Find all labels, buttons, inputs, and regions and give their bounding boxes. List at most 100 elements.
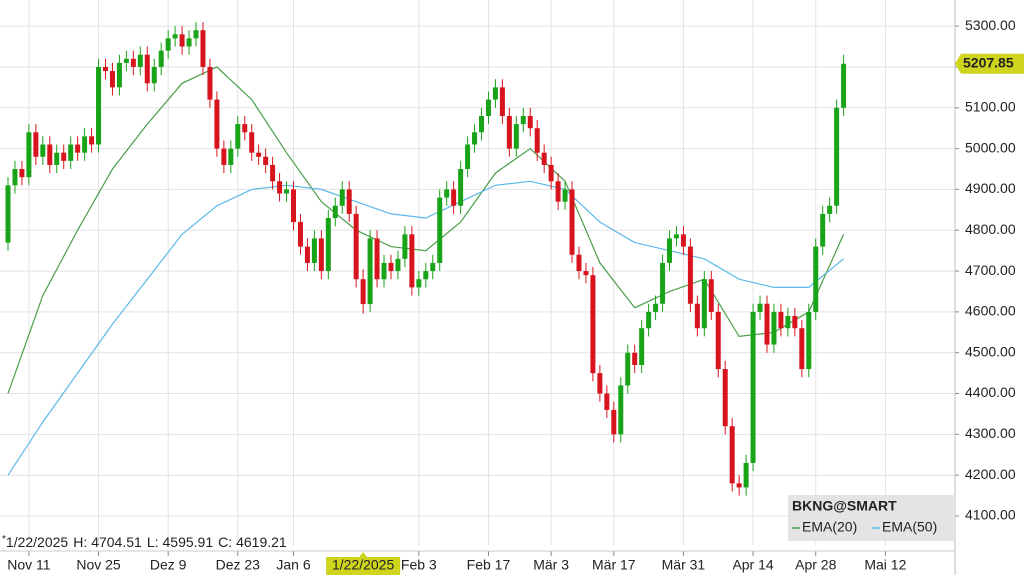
candle-body [47, 144, 53, 165]
candle-body [785, 315, 791, 329]
candle-body [736, 483, 742, 488]
candle-body [653, 303, 659, 312]
candle-body [40, 144, 46, 157]
candle-body [834, 107, 840, 206]
x-tick-label: Dez 23 [216, 557, 261, 573]
candle-body [409, 234, 415, 288]
y-tick-label: 4300.00 [965, 425, 1016, 441]
info-high: 4704.51 [91, 534, 142, 550]
candle-body [715, 311, 721, 370]
x-tick-label: Mär 3 [533, 557, 569, 573]
candle-body [541, 152, 547, 165]
y-tick-label: 4400.00 [965, 384, 1016, 400]
candle-body [632, 352, 638, 365]
candle-body [778, 311, 784, 329]
candle-body [673, 234, 679, 239]
y-tick-label: 5100.00 [965, 98, 1016, 114]
candle-body [660, 262, 666, 304]
candle-body [423, 271, 429, 280]
candle-body [841, 63, 847, 108]
candle-body [444, 189, 450, 198]
candle-body [96, 66, 102, 145]
x-tick-label: Feb 3 [401, 557, 437, 573]
candle-body [458, 169, 464, 206]
candle-body [61, 152, 67, 161]
candle-body [193, 30, 199, 39]
candle-body [200, 30, 206, 67]
candle-body [813, 246, 819, 312]
ohlc-info: *1/22/2025 H: 4704.51 L: 4595.91 C: 4619.21 [2, 534, 287, 550]
candle-body [395, 258, 401, 272]
candle-body [130, 58, 136, 67]
info-prefix: * [2, 534, 6, 545]
y-tick-label: 4700.00 [965, 262, 1016, 278]
candle-body [54, 152, 60, 165]
candle-body [492, 87, 498, 100]
candle-body [555, 181, 561, 202]
candle-body [590, 275, 596, 374]
cursor-date-badge [326, 557, 401, 575]
candle-body [360, 279, 366, 305]
candle-body [353, 213, 359, 280]
x-tick-label: Nov 11 [7, 557, 51, 573]
candle-body [270, 164, 276, 182]
candle-body [290, 189, 296, 223]
y-tick-label: 5300.00 [965, 17, 1016, 33]
candle-body [465, 144, 471, 170]
candle-body [472, 132, 478, 145]
info-close: 4619.21 [236, 534, 287, 550]
candle-body [416, 279, 422, 288]
candle-body [249, 132, 255, 153]
candle-body [625, 352, 631, 386]
candle-body [743, 462, 749, 488]
candle-body [19, 169, 25, 178]
candle-body [89, 136, 95, 145]
candle-body [764, 303, 770, 345]
candle-body [771, 311, 777, 345]
y-tick-label: 4900.00 [965, 180, 1016, 196]
legend-label: EMA(50) [882, 519, 937, 535]
x-tick-label: Dez 9 [150, 557, 187, 573]
candle-body [165, 38, 171, 51]
x-tick-label: Jan 6 [276, 557, 310, 573]
candle-body [172, 34, 178, 39]
candle-body [207, 66, 213, 100]
y-tick-label: 4800.00 [965, 221, 1016, 237]
candle-body [799, 328, 805, 370]
candle-body [604, 393, 610, 410]
candle-body [576, 254, 582, 272]
candle-body [5, 185, 11, 243]
candle-body [388, 262, 394, 272]
info-l-label: L: [147, 534, 159, 550]
candle-body [430, 262, 436, 272]
candle-body [687, 246, 693, 304]
cursor-date-label: 1/22/2025 [332, 557, 394, 573]
x-tick-label: Mai 12 [864, 557, 906, 573]
candle-body [451, 189, 457, 206]
candle-body [708, 279, 714, 312]
candle-body [757, 303, 763, 312]
y-tick-label: 4500.00 [965, 343, 1016, 359]
candle-body [667, 238, 673, 263]
candle-body [485, 99, 491, 116]
candle-body [339, 189, 345, 206]
candle-body [513, 124, 519, 149]
candle-body [479, 115, 485, 133]
info-date: 1/22/2025 [6, 534, 68, 550]
candle-body [437, 197, 443, 263]
candle-body [123, 58, 129, 63]
candle-body [332, 205, 338, 218]
candle-body [646, 311, 652, 329]
candle-body [569, 189, 575, 255]
candle-body [792, 315, 798, 329]
candle-body [277, 181, 283, 194]
candle-body [214, 99, 220, 149]
info-low: 4595.91 [163, 534, 214, 550]
candle-body [235, 124, 241, 149]
candle-body [26, 132, 32, 178]
candle-body [256, 152, 262, 157]
candle-body [311, 238, 317, 263]
info-c-label: C: [218, 534, 232, 550]
candle-body [346, 189, 352, 214]
candle-body [33, 132, 39, 157]
